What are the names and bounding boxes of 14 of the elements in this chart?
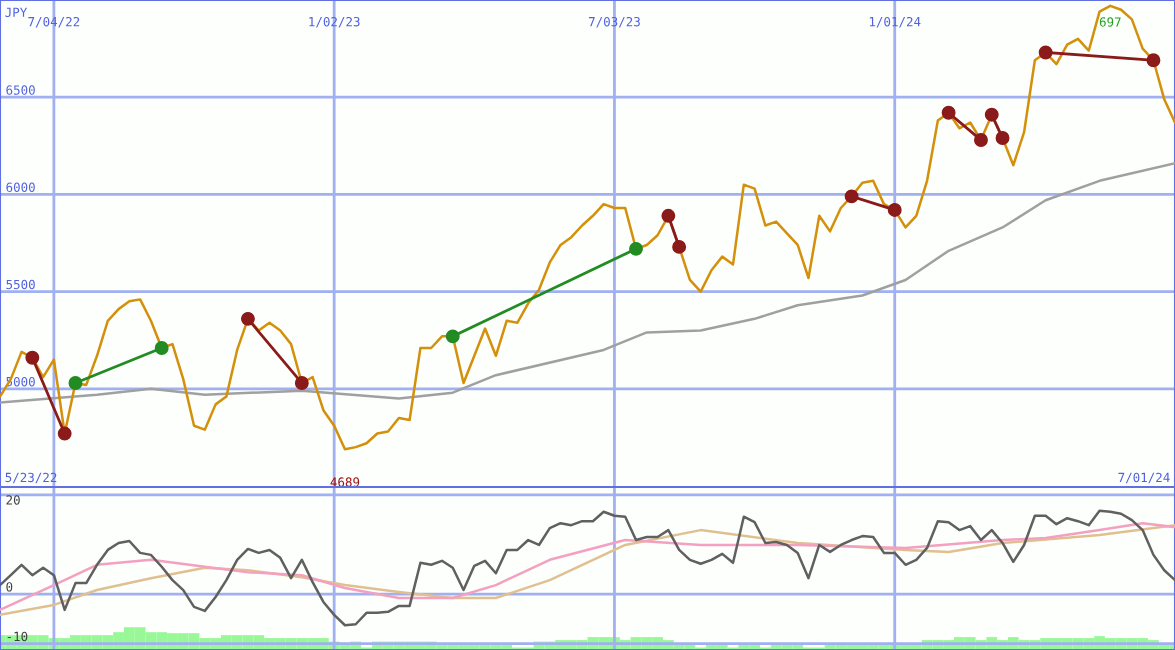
y-axis-title: JPY bbox=[5, 7, 28, 18]
annotation: 7/01/24 bbox=[1118, 472, 1170, 484]
y-tick-label: 20 bbox=[6, 495, 20, 505]
y-tick-label: 0 bbox=[6, 582, 13, 592]
y-tick-label: 5500 bbox=[6, 279, 35, 290]
x-tick-label: 7/03/23 bbox=[588, 16, 640, 28]
x-tick-label: 1/02/23 bbox=[309, 16, 360, 28]
x-tick-label: 7/04/22 bbox=[28, 16, 80, 28]
annotation: 5/23/22 bbox=[5, 472, 57, 484]
annotation: 697 bbox=[1099, 17, 1121, 27]
y-tick-label: 6500 bbox=[6, 85, 35, 95]
y-tick-label: -10 bbox=[7, 631, 28, 642]
y-tick-label: 6000 bbox=[6, 182, 35, 192]
x-tick-label: 1/01/24 bbox=[869, 16, 921, 28]
